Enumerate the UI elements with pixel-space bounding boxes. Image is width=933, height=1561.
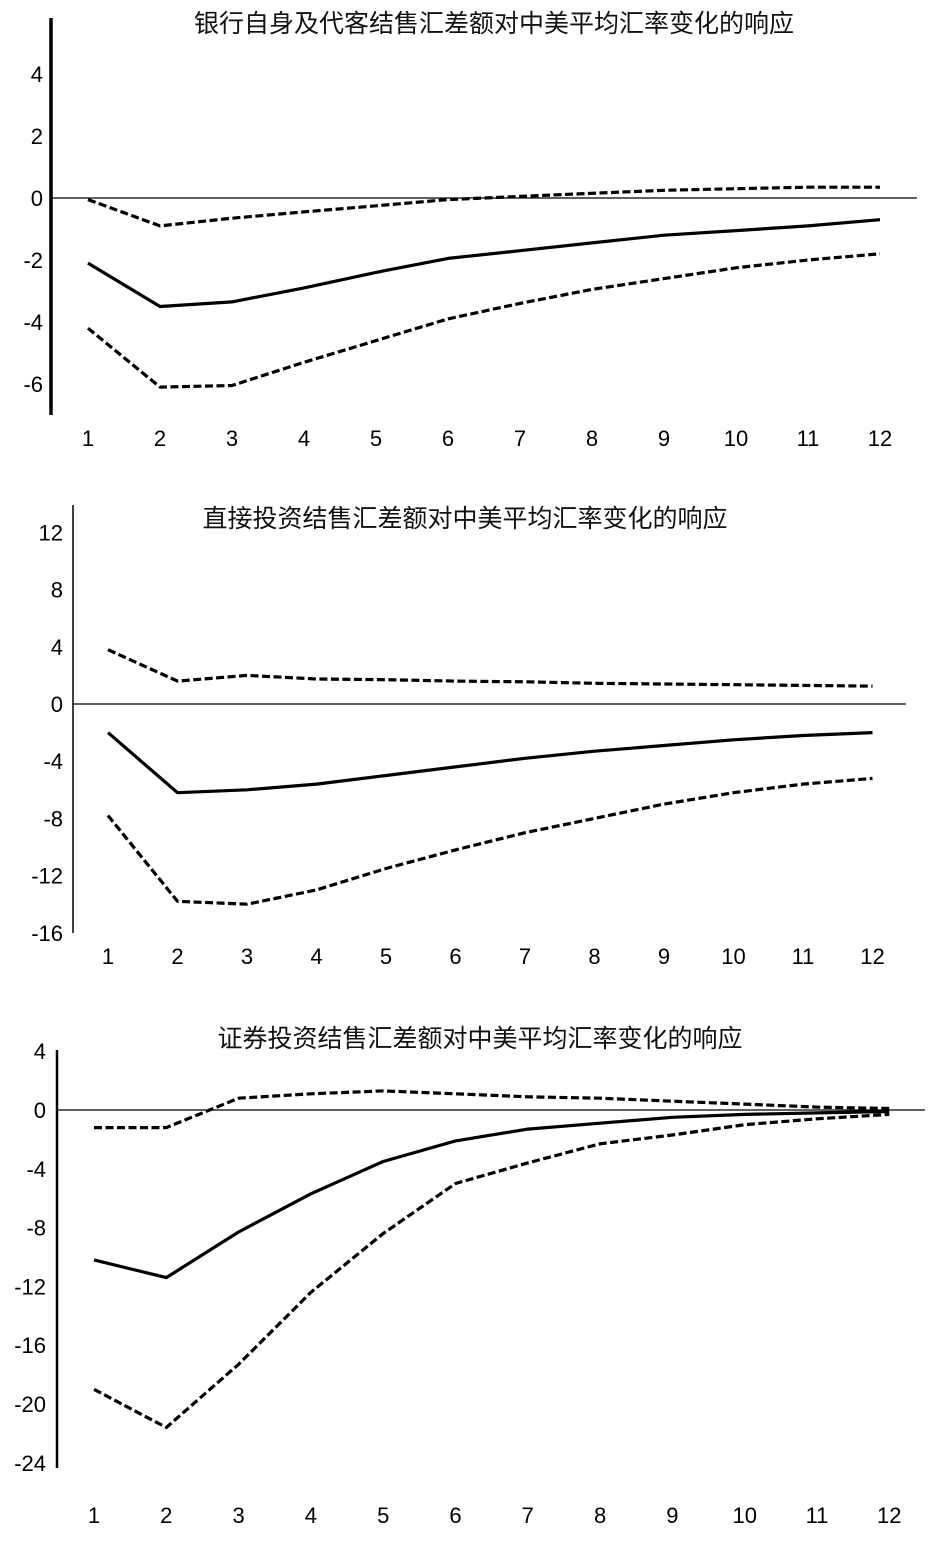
x-tick-label: 1 <box>88 1503 100 1528</box>
x-tick-label: 2 <box>154 426 166 451</box>
y-tick-label: -24 <box>14 1451 46 1476</box>
y-tick-label: -6 <box>23 372 43 397</box>
y-tick-label: -4 <box>43 749 63 774</box>
upper-band-line <box>87 185 880 228</box>
y-tick-label: -2 <box>23 248 43 273</box>
x-tick-label: 7 <box>514 426 526 451</box>
y-tick-label: -12 <box>31 864 63 889</box>
y-tick-label: -20 <box>14 1392 46 1417</box>
x-tick-label: 5 <box>377 1503 389 1528</box>
x-tick-label: 3 <box>232 1503 244 1528</box>
y-tick-label: -4 <box>26 1157 46 1182</box>
x-tick-label: 2 <box>160 1503 172 1528</box>
x-tick-label: 9 <box>658 426 670 451</box>
x-tick-label: 7 <box>519 944 531 969</box>
x-tick-label: 7 <box>522 1503 534 1528</box>
y-tick-label: 4 <box>31 62 43 87</box>
y-tick-label: -16 <box>31 921 63 946</box>
chart-title: 证券投资结售汇差额对中美平均汇率变化的响应 <box>217 1024 742 1053</box>
y-tick-label: -8 <box>43 806 63 831</box>
x-tick-label: 5 <box>370 426 382 451</box>
chart-title: 银行自身及代客结售汇差额对中美平均汇率变化的响应 <box>194 9 794 38</box>
x-tick-label: 10 <box>721 944 745 969</box>
x-tick-label: 4 <box>305 1503 317 1528</box>
response-line <box>106 731 873 795</box>
lower-band-line <box>106 776 873 906</box>
chart-title: 直接投资结售汇差额对中美平均汇率变化的响应 <box>202 504 727 533</box>
x-tick-label: 1 <box>82 426 94 451</box>
y-tick-label: -4 <box>23 310 43 335</box>
chart-bank-settlement-response: 银行自身及代客结售汇差额对中美平均汇率变化的响应 420-2-4-61 2 3 4 5 6… <box>23 9 917 451</box>
y-tick-label: -8 <box>26 1216 46 1241</box>
x-tick-label: 6 <box>449 944 461 969</box>
x-tick-label: 3 <box>226 426 238 451</box>
x-tick-label: 5 <box>380 944 392 969</box>
y-tick-label: 2 <box>31 124 43 149</box>
x-tick-label: 11 <box>806 1503 829 1528</box>
x-tick-label: 12 <box>868 426 892 451</box>
y-tick-label: -12 <box>14 1274 46 1299</box>
lower-band-line <box>93 1112 890 1430</box>
x-tick-label: 12 <box>877 1503 901 1528</box>
x-tick-label: 1 <box>102 944 114 969</box>
upper-band-line <box>94 1089 890 1130</box>
x-tick-label: 9 <box>666 1503 678 1528</box>
x-tick-label: 4 <box>310 944 322 969</box>
x-tick-label: 8 <box>586 426 598 451</box>
x-tick-label: 6 <box>449 1503 461 1528</box>
x-tick-label: 3 <box>241 944 253 969</box>
y-tick-label: 8 <box>51 578 63 603</box>
x-tick-label: 4 <box>298 426 310 451</box>
lower-band-line <box>86 252 881 389</box>
y-tick-label: 4 <box>34 1039 46 1064</box>
x-tick-label: 8 <box>588 944 600 969</box>
y-tick-label: 4 <box>51 635 63 660</box>
y-tick-label: 12 <box>39 520 63 545</box>
x-tick-label: 11 <box>792 944 815 969</box>
x-tick-label: 11 <box>797 426 820 451</box>
y-tick-label: 0 <box>51 692 63 717</box>
y-tick-label: 0 <box>34 1098 46 1123</box>
x-tick-label: 6 <box>442 426 454 451</box>
x-tick-label: 9 <box>658 944 670 969</box>
y-tick-label: -16 <box>14 1333 46 1358</box>
response-line <box>93 1109 890 1280</box>
x-tick-label: 2 <box>171 944 183 969</box>
x-tick-label: 10 <box>732 1503 756 1528</box>
x-tick-label: 12 <box>860 944 884 969</box>
y-tick-label: 0 <box>31 186 43 211</box>
x-tick-label: 10 <box>724 426 748 451</box>
x-tick-label: 8 <box>594 1503 606 1528</box>
upper-band-line <box>107 648 873 688</box>
chart-portfolio-settlement-response: 证券投资结售汇差额对中美平均汇率变化的响应 4 0 -4 -8 -12 -16 -20 -24… <box>14 1024 925 1528</box>
response-line <box>87 218 881 309</box>
